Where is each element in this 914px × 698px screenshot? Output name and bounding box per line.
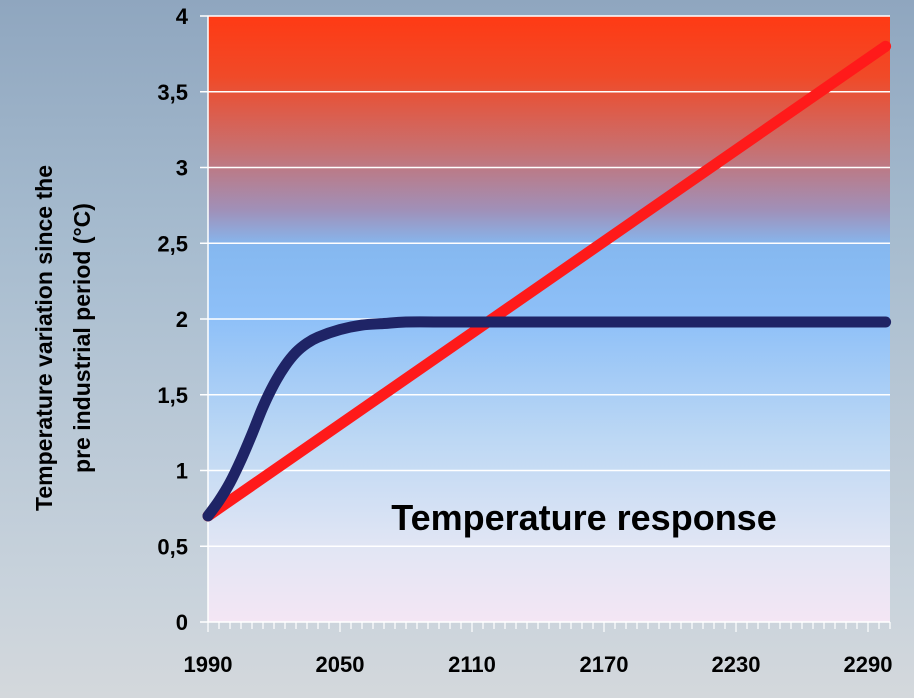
y-tick-label-8: 4 — [176, 4, 189, 29]
y-axis-title-line2: pre industrial period (°C) — [69, 203, 95, 473]
y-tick-label-6: 3 — [176, 156, 188, 181]
y-axis-title-line1: Temperature variation since the — [31, 165, 57, 511]
y-tick-label-0: 0 — [176, 610, 188, 635]
series-line-0 — [202, 40, 892, 522]
y-tick-label-4: 2 — [176, 307, 188, 332]
y-tick-label-3: 1,5 — [157, 383, 188, 408]
series-line-1 — [202, 316, 892, 522]
y-tick-labels: 0 0,5 1 1,5 2 2,5 3 3,5 4 — [157, 4, 188, 635]
series-lines — [202, 40, 892, 522]
x-tick-labels: 1990 2050 2110 2170 2230 2290 — [184, 652, 893, 677]
x-tick-label-2: 2110 — [448, 652, 496, 677]
y-tick-label-1: 0,5 — [157, 534, 188, 559]
y-tick-label-5: 2,5 — [157, 231, 188, 256]
x-minor-ticks — [207, 622, 891, 632]
y-axis-title: Temperature variation since the pre indu… — [31, 165, 95, 511]
y-tick-label-7: 3,5 — [157, 80, 188, 105]
y-tick-label-2: 1 — [176, 459, 188, 484]
x-tick-label-1: 2050 — [316, 652, 365, 677]
x-tick-label-4: 2230 — [712, 652, 761, 677]
x-tick-label-5: 2290 — [844, 652, 893, 677]
x-tick-label-0: 1990 — [184, 652, 233, 677]
grid-lines — [208, 15, 890, 547]
annotation-temperature-response: Temperature response — [391, 497, 776, 538]
x-tick-label-3: 2170 — [580, 652, 629, 677]
